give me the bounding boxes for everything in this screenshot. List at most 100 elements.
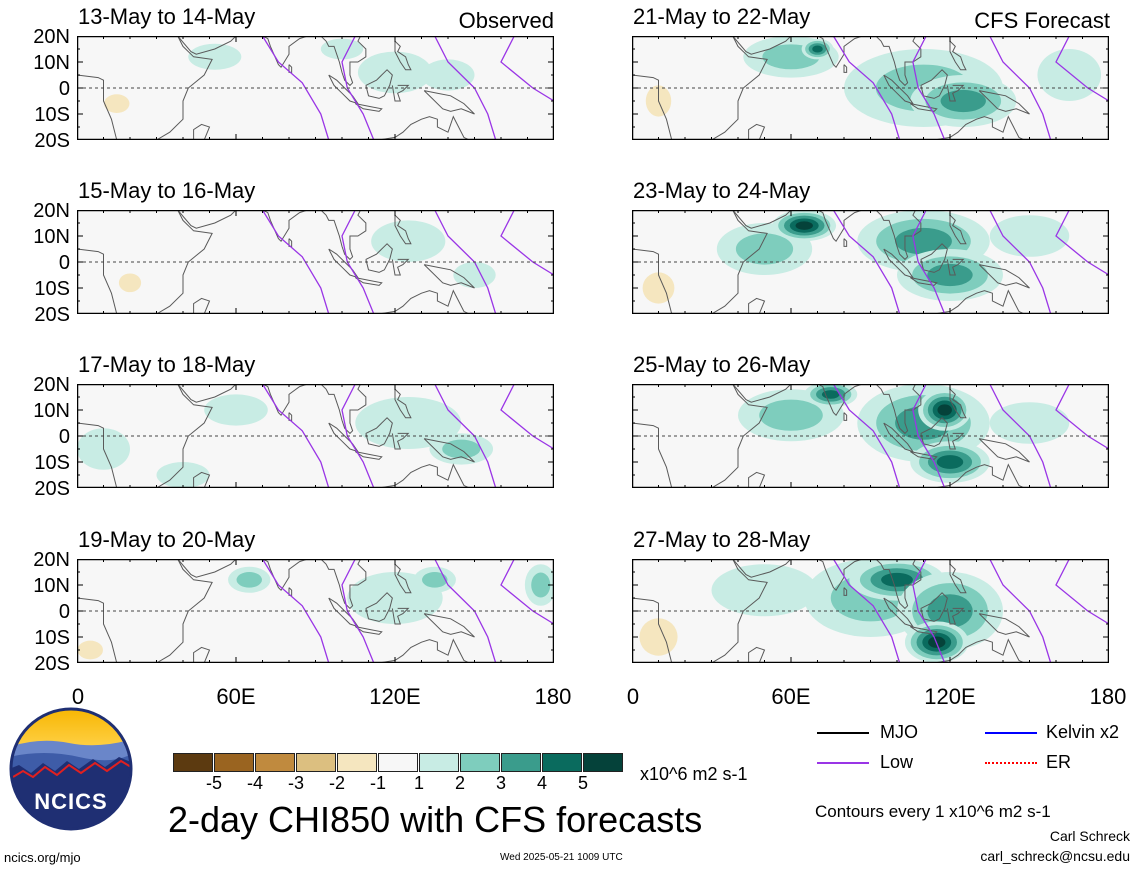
divergence-anomaly <box>104 94 130 113</box>
coastline <box>394 214 412 245</box>
coastline <box>77 248 118 314</box>
map-background <box>77 384 554 488</box>
low-contour <box>500 36 554 102</box>
coastline <box>934 115 1025 140</box>
coastline <box>949 40 967 71</box>
low-contour <box>261 559 330 663</box>
coastline <box>946 432 965 450</box>
coastline <box>632 422 673 488</box>
panel-title-3: 17-May to 18-May <box>78 352 256 377</box>
coastline <box>632 74 673 140</box>
convergence-anomaly <box>936 455 964 469</box>
coastline <box>843 587 848 596</box>
lat-tick: 0 <box>58 252 70 274</box>
legend-line-mjo <box>817 732 869 734</box>
low-contour <box>912 384 946 488</box>
author: Carl Schreck <box>1049 828 1130 844</box>
convergence-anomaly <box>188 43 242 70</box>
timestamp: Wed 2025-05-21 1009 UTC <box>500 852 623 863</box>
coastline <box>77 422 118 488</box>
low-contour <box>1055 36 1109 102</box>
coastline <box>920 592 948 622</box>
coastline <box>320 384 367 435</box>
coastline <box>365 592 393 622</box>
coastline <box>722 36 792 55</box>
lat-tick: 20S <box>34 304 70 326</box>
low-contour <box>832 210 901 314</box>
lat-tick: 10N <box>33 575 70 597</box>
lat-tick: 10S <box>34 104 70 126</box>
site-link[interactable]: ncics.org/mjo <box>4 850 81 865</box>
logo-text: NCICS <box>34 789 108 814</box>
lon-tick: 60E <box>771 684 811 709</box>
convergence-anomaly <box>355 397 462 449</box>
lat-tick: 0 <box>58 601 70 623</box>
lon-tick: 180 <box>534 684 572 709</box>
coastline <box>288 64 293 73</box>
convergence-anomaly <box>937 404 952 416</box>
low-contour <box>500 559 554 625</box>
coastline <box>354 277 383 286</box>
divergence-anomaly <box>118 273 142 293</box>
coastline <box>423 438 475 463</box>
map-panel-5 <box>632 36 1109 140</box>
colorbar-tick-label: -1 <box>369 773 387 793</box>
panel-title-5: 21-May to 22-May <box>633 4 811 29</box>
convergence-anomaly <box>531 572 551 598</box>
coastline <box>711 384 768 488</box>
lat-tick: 20N <box>33 374 70 396</box>
coastline <box>875 36 922 87</box>
coastline <box>394 563 412 594</box>
lon-tick: 0 <box>626 684 640 709</box>
ncics-logo: NCICS <box>9 707 133 831</box>
low-contour <box>912 210 946 314</box>
low-contour <box>912 559 946 663</box>
convergence-anomaly <box>236 572 262 588</box>
coastline <box>257 36 308 68</box>
coastline <box>193 297 211 314</box>
lat-tick: 10S <box>34 452 70 474</box>
colorbar-tick-label: 5 <box>577 773 589 793</box>
convergence-anomaly <box>204 394 268 426</box>
divergence-anomaly <box>685 462 738 488</box>
coastline <box>978 613 1030 638</box>
panel-title-1: 13-May to 14-May <box>78 4 256 29</box>
coastline <box>77 74 118 140</box>
lon-tick: 180 <box>1089 684 1127 709</box>
colorbar-tick-label: 3 <box>495 773 507 793</box>
coastline <box>934 289 1025 314</box>
coastline <box>379 463 470 488</box>
colorbar-swatch <box>542 753 582 772</box>
coastline <box>748 646 766 663</box>
colorbar-swatch <box>583 753 623 772</box>
low-contour <box>912 36 946 140</box>
colorbar-swatch <box>296 753 336 772</box>
observed-label: Observed <box>458 8 554 33</box>
coastline <box>843 238 848 247</box>
convergence-anomaly <box>357 51 433 94</box>
coastline <box>875 384 922 435</box>
coastline <box>288 412 293 421</box>
coastline <box>365 69 393 99</box>
coastline <box>77 597 118 663</box>
colorbar-swatch <box>378 753 418 772</box>
convergence-anomaly <box>320 38 364 60</box>
lat-tick: 20S <box>34 653 70 675</box>
coastline <box>920 243 948 273</box>
divergence-anomaly <box>77 640 103 660</box>
coastline <box>949 563 967 594</box>
coastline <box>722 210 792 229</box>
coastline <box>934 463 1025 488</box>
coastline <box>257 384 308 416</box>
coastline <box>909 451 938 460</box>
colorbar-swatch <box>460 753 500 772</box>
coastline <box>934 638 1025 663</box>
coastline <box>379 115 470 140</box>
legend-line-kelvin <box>985 732 1037 734</box>
coastline <box>812 384 863 416</box>
coastline <box>288 238 293 247</box>
coastline <box>320 559 367 610</box>
lat-tick: 10S <box>34 278 70 300</box>
low-contour <box>500 384 554 450</box>
coastline <box>949 388 967 419</box>
